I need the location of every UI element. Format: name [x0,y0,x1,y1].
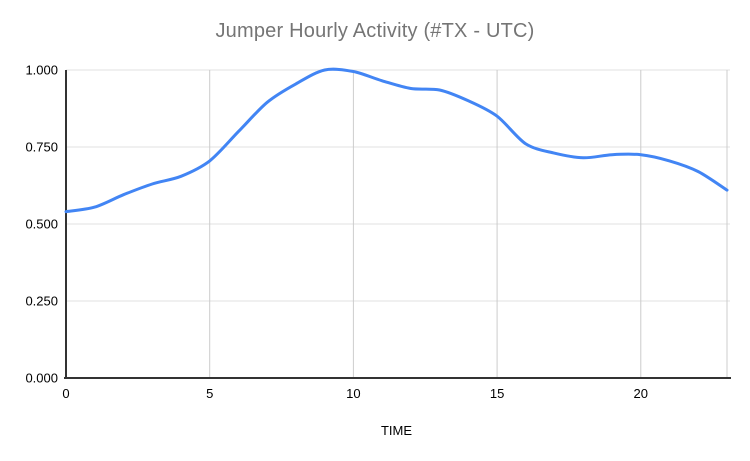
y-tick-label: 0.250 [25,294,58,309]
x-axis-tick-labels: 0 5 10 15 20 [62,386,648,401]
activity-line-series [64,67,729,214]
x-tick-label: 5 [206,386,213,401]
data-series [64,67,729,214]
y-tick-label: 1.000 [25,63,58,78]
x-tick-label: 20 [634,386,648,401]
x-tick-label: 15 [490,386,504,401]
chart-title: Jumper Hourly Activity (#TX - UTC) [215,20,535,42]
y-tick-label: 0.500 [25,217,58,232]
y-axis-tick-labels: 0.000 0.250 0.500 0.750 1.000 [25,63,58,386]
vertical-gridlines [209,70,728,378]
x-tick-label: 0 [62,386,69,401]
y-tick-label: 0.000 [25,371,58,386]
axis-lines [64,70,731,379]
horizontal-gridlines [66,69,730,302]
y-tick-label: 0.750 [25,140,58,155]
x-axis-title: TIME [380,423,413,438]
x-tick-label: 10 [346,386,360,401]
